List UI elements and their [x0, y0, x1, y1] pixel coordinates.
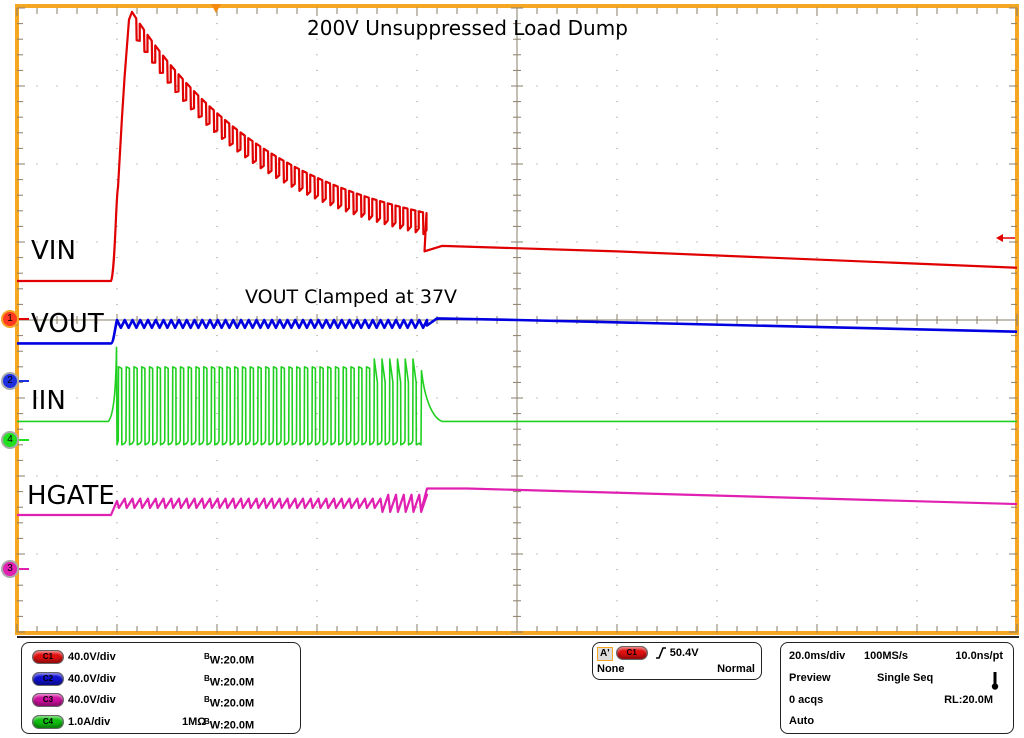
c4-badge: C4 [32, 715, 64, 730]
acq-mode[interactable]: Single Seq [877, 672, 934, 684]
c1-scale: 40.0V/div [68, 651, 116, 663]
trigger-label: A' [597, 647, 613, 661]
c4-scale: 1.0A/div [68, 716, 111, 728]
timebase[interactable]: 20.0ms/div [789, 650, 846, 662]
c1-badge: C1 [32, 650, 64, 665]
c3-scale: 40.0V/div [68, 694, 116, 706]
trigger-source-row: A' C1 50.4V [597, 645, 699, 661]
waveform-plot [15, 4, 1019, 635]
trigger-type: Auto [789, 715, 815, 727]
hgate-label: HGATE [27, 481, 115, 511]
acq-count: 0 acqs [789, 694, 824, 706]
c4-bandwidth: BW:20.0M [204, 717, 255, 732]
status-bar: C1 40.0V/div BW:20.0M C2 40.0V/div BW:20.0… [17, 636, 1019, 738]
chart-title: 200V Unsuppressed Load Dump [307, 16, 628, 40]
record-length: RL:20.0M [944, 694, 993, 706]
channel-2-icon: 2 [1, 372, 19, 390]
channel-3-icon: 3 [1, 560, 19, 578]
trigger-coupling: None [597, 663, 625, 675]
oscilloscope-display: 200V Unsuppressed Load Dump VOUT Clamped… [1, 4, 1019, 635]
c3-bandwidth: BW:20.0M [204, 695, 255, 710]
channel-4-icon: 4 [1, 431, 19, 449]
thermometer-icon [991, 672, 999, 690]
sample-rate: 100MS/s [864, 650, 909, 662]
channel-settings-panel: C1 40.0V/div BW:20.0M C2 40.0V/div BW:20.0… [21, 642, 301, 734]
acq-state: Preview [789, 672, 831, 684]
channel-row-c1[interactable]: C1 40.0V/div [32, 649, 116, 665]
trigger-level-arrow [996, 234, 1015, 242]
c2-scale: 40.0V/div [68, 673, 116, 685]
c2-bandwidth: BW:20.0M [204, 674, 255, 689]
trigger-position-marker [211, 4, 221, 13]
channel-1-icon: 1 [1, 310, 19, 328]
channel-row-c2[interactable]: C2 40.0V/div [32, 671, 116, 687]
channel-row-c4[interactable]: C4 1.0A/div [32, 714, 110, 730]
acquisition-panel: 20.0ms/div 100MS/s 10.0ns/pt Preview Sin… [780, 642, 1014, 734]
clamp-annotation: VOUT Clamped at 37V [245, 286, 458, 308]
trigger-mode: Normal [717, 663, 755, 675]
vout-label: VOUT [31, 309, 104, 339]
trigger-level: 50.4V [669, 647, 699, 659]
resolution: 10.0ns/pt [955, 650, 1003, 662]
trigger-panel[interactable]: A' C1 50.4V None Normal [592, 642, 762, 680]
c2-badge: C2 [32, 672, 64, 687]
iin-label: IIN [31, 386, 66, 416]
c3-badge: C3 [32, 693, 64, 708]
channel-row-c3[interactable]: C3 40.0V/div [32, 692, 116, 708]
rising-edge-icon [655, 647, 667, 659]
c1-bandwidth: BW:20.0M [204, 652, 255, 667]
c4-impedance: 1MΩ [182, 716, 207, 728]
trigger-source-badge: C1 [615, 646, 648, 661]
traces [17, 10, 1018, 517]
vin-label: VIN [31, 236, 76, 266]
